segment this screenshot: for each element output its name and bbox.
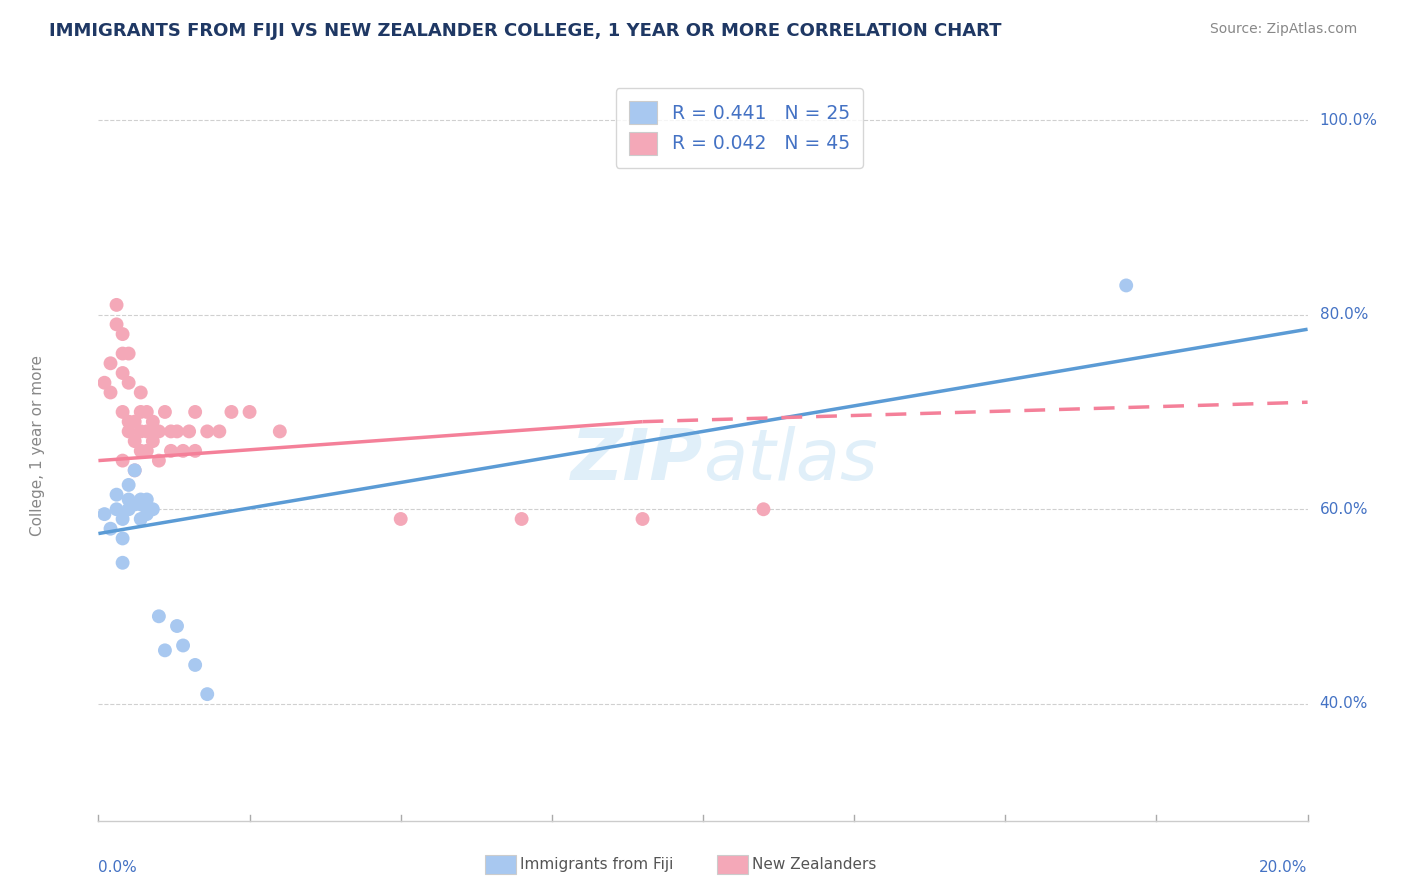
Point [166,619,188,633]
Point [510,512,533,526]
Point [172,443,194,458]
Point [148,453,170,467]
Point [124,415,146,429]
Point [239,405,262,419]
Text: 100.0%: 100.0% [1320,112,1378,128]
Point [184,405,207,419]
Point [135,507,157,521]
Point [142,415,165,429]
Point [111,366,134,380]
Point [142,434,165,449]
Point [221,405,243,419]
Point [166,425,188,439]
Point [148,425,170,439]
Text: 80.0%: 80.0% [1320,307,1368,322]
Point [100,385,122,400]
Point [631,512,654,526]
Point [111,556,134,570]
Point [118,502,141,516]
Point [124,434,146,449]
Point [129,497,152,511]
Point [389,512,412,526]
Point [111,346,134,360]
Point [111,453,134,467]
Point [118,376,141,390]
Point [105,488,128,502]
Point [153,405,176,419]
Point [111,532,134,546]
Point [184,443,207,458]
Point [111,327,134,342]
Text: atlas: atlas [703,426,877,495]
Legend: R = 0.441   N = 25, R = 0.042   N = 45: R = 0.441 N = 25, R = 0.042 N = 45 [616,88,863,168]
Point [153,643,176,657]
Text: New Zealanders: New Zealanders [752,857,876,871]
Point [118,425,141,439]
Point [1115,278,1137,293]
Point [111,405,134,419]
Point [208,425,231,439]
Point [124,463,146,477]
Point [93,507,115,521]
Point [135,425,157,439]
Point [100,522,122,536]
Text: 20.0%: 20.0% [1260,860,1308,874]
Text: 0.0%: 0.0% [98,860,138,874]
Point [129,425,152,439]
Text: 60.0%: 60.0% [1320,502,1368,516]
Point [269,425,291,439]
Point [111,512,134,526]
Point [184,657,207,672]
Text: Source: ZipAtlas.com: Source: ZipAtlas.com [1209,22,1357,37]
Point [118,415,141,429]
Point [135,405,157,419]
Text: ZIP: ZIP [571,426,703,495]
Point [129,385,152,400]
Point [135,492,157,507]
Point [118,492,141,507]
Point [148,609,170,624]
Point [160,443,183,458]
Point [129,405,152,419]
Point [135,443,157,458]
Text: 40.0%: 40.0% [1320,697,1368,711]
Point [105,318,128,332]
Point [100,356,122,370]
Point [124,463,146,477]
Point [118,346,141,360]
Point [118,478,141,492]
Point [129,443,152,458]
Point [179,425,201,439]
Text: IMMIGRANTS FROM FIJI VS NEW ZEALANDER COLLEGE, 1 YEAR OR MORE CORRELATION CHART: IMMIGRANTS FROM FIJI VS NEW ZEALANDER CO… [49,22,1001,40]
Point [129,492,152,507]
Point [195,687,218,701]
Point [752,502,775,516]
Point [129,512,152,526]
Point [93,376,115,390]
Point [105,502,128,516]
Point [105,298,128,312]
Text: College, 1 year or more: College, 1 year or more [31,356,45,536]
Point [160,425,183,439]
Text: Immigrants from Fiji: Immigrants from Fiji [520,857,673,871]
Point [124,497,146,511]
Point [172,639,194,653]
Point [142,502,165,516]
Point [195,425,218,439]
